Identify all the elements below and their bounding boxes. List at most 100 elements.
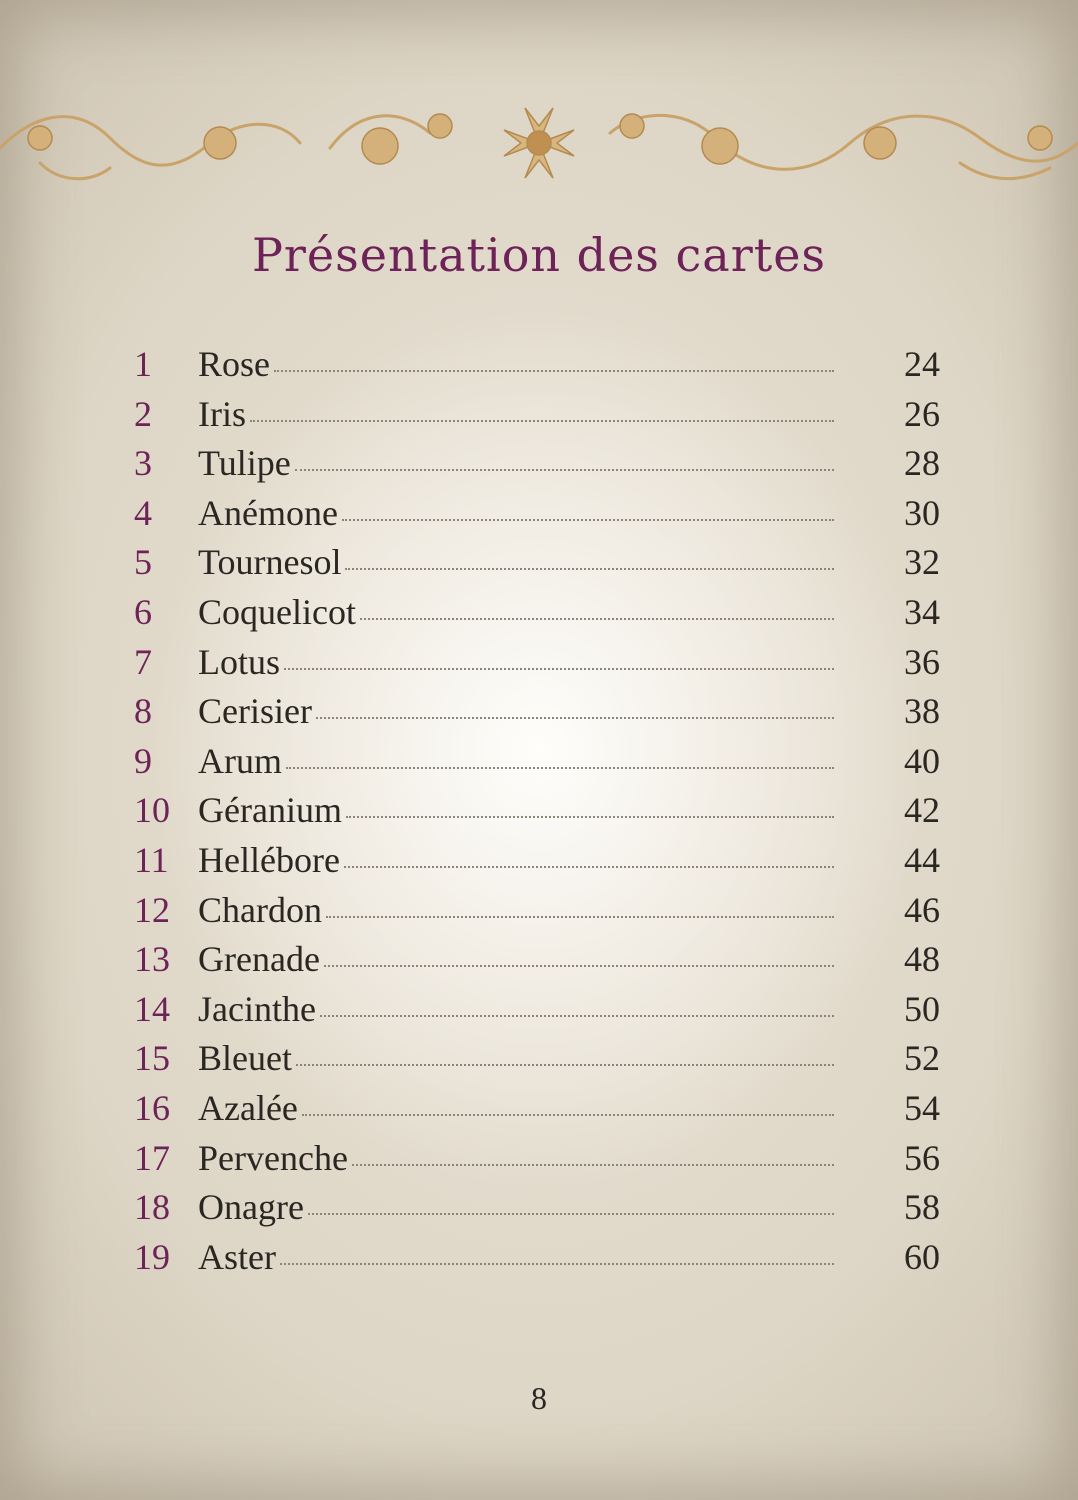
toc-label: Chardon xyxy=(198,889,322,930)
dot-leader xyxy=(319,1014,834,1017)
toc-number: 8 xyxy=(134,691,152,732)
toc-number: 18 xyxy=(134,1187,170,1228)
toc-page-number: 30 xyxy=(904,492,940,533)
dot-leader xyxy=(284,667,834,670)
toc-row[interactable]: 13 Grenade 48 xyxy=(134,935,940,985)
toc-label: Tournesol xyxy=(198,542,342,583)
toc-row[interactable]: 9 Arum 40 xyxy=(134,737,940,787)
table-of-contents: 1 Rose 24 2 Iris 26 3 Tulipe 28 4 Anémone 30 5 To… xyxy=(134,340,940,1282)
toc-row[interactable]: 15 Bleuet 52 xyxy=(134,1034,940,1084)
toc-label: Hellébore xyxy=(198,839,340,880)
page-folio-number: 8 xyxy=(531,1380,547,1416)
dot-leader xyxy=(294,468,834,472)
toc-page-number: 26 xyxy=(904,393,940,434)
toc-label: Coquelicot xyxy=(198,591,356,632)
toc-label: Arum xyxy=(198,740,282,781)
toc-number: 16 xyxy=(134,1087,170,1128)
toc-page-number: 28 xyxy=(904,443,940,484)
toc-page-number: 48 xyxy=(904,939,940,980)
dot-leader xyxy=(345,815,834,819)
toc-row[interactable]: 5 Tournesol 32 xyxy=(134,538,940,588)
toc-row[interactable]: 14 Jacinthe 50 xyxy=(134,985,940,1035)
toc-label: Onagre xyxy=(198,1187,304,1228)
toc-page-number: 38 xyxy=(904,691,940,732)
toc-label: Bleuet xyxy=(198,1038,292,1079)
toc-page-number: 52 xyxy=(904,1038,940,1079)
dot-leader xyxy=(295,1063,834,1067)
toc-label: Tulipe xyxy=(198,443,291,484)
toc-page-number: 58 xyxy=(904,1187,940,1228)
toc-number: 19 xyxy=(134,1236,170,1277)
toc-page-number: 50 xyxy=(904,988,940,1029)
page-title: Présentation des cartes xyxy=(251,228,827,282)
toc-number: 17 xyxy=(134,1137,170,1178)
toc-page-number: 60 xyxy=(904,1236,940,1277)
toc-page-number: 54 xyxy=(904,1087,940,1128)
toc-label: Grenade xyxy=(198,939,320,980)
toc-row[interactable]: 11 Hellébore 44 xyxy=(134,836,940,886)
toc-number: 4 xyxy=(134,492,152,533)
dot-leader xyxy=(315,716,834,720)
toc-row[interactable]: 17 Pervenche 56 xyxy=(134,1134,940,1184)
toc-page-number: 46 xyxy=(904,889,940,930)
dot-leader xyxy=(351,1163,834,1166)
toc-label: Jacinthe xyxy=(198,988,316,1029)
dot-leader xyxy=(279,1262,834,1265)
toc-number: 13 xyxy=(134,939,170,980)
dot-leader xyxy=(359,617,834,620)
dot-leader xyxy=(286,766,834,769)
toc-row[interactable]: 2 Iris 26 xyxy=(134,390,940,440)
toc-row[interactable]: 12 Chardon 46 xyxy=(134,886,940,936)
dot-leader xyxy=(345,567,834,571)
toc-row[interactable]: 3 Tulipe 28 xyxy=(134,439,940,489)
toc-number: 6 xyxy=(134,591,152,632)
toc-number: 9 xyxy=(134,740,152,781)
toc-row[interactable]: 19 Aster 60 xyxy=(134,1233,940,1283)
toc-number: 5 xyxy=(134,542,152,583)
toc-label: Anémone xyxy=(198,492,338,533)
toc-row[interactable]: 18 Onagre 58 xyxy=(134,1183,940,1233)
toc-label: Lotus xyxy=(198,641,281,682)
toc-row[interactable]: 7 Lotus 36 xyxy=(134,638,940,688)
toc-label: Pervenche xyxy=(198,1137,348,1178)
toc-page-number: 36 xyxy=(904,641,940,682)
toc-number: 10 xyxy=(134,790,170,831)
toc-label: Cerisier xyxy=(198,691,312,732)
dot-leader xyxy=(343,865,834,868)
toc-number: 15 xyxy=(134,1038,170,1079)
toc-page-number: 34 xyxy=(904,591,940,632)
toc-label: Azalée xyxy=(198,1087,298,1128)
toc-page-number: 24 xyxy=(904,344,940,384)
toc-label: Rose xyxy=(198,344,270,384)
toc-row[interactable]: 1 Rose 24 xyxy=(134,340,940,390)
toc-label: Géranium xyxy=(198,790,342,831)
toc-row[interactable]: 8 Cerisier 38 xyxy=(134,687,940,737)
toc-page-number: 42 xyxy=(904,790,940,831)
toc-row[interactable]: 4 Anémone 30 xyxy=(134,489,940,539)
floral-scroll-ornament xyxy=(0,107,1078,181)
toc-label: Iris xyxy=(198,393,246,434)
toc-number: 12 xyxy=(134,889,170,930)
toc-number: 14 xyxy=(134,988,170,1029)
toc-number: 1 xyxy=(134,344,152,384)
toc-page-number: 40 xyxy=(904,740,940,781)
dot-leader xyxy=(323,964,834,968)
toc-page-number: 44 xyxy=(904,839,940,880)
toc-number: 11 xyxy=(134,839,169,880)
toc-page-number: 56 xyxy=(904,1137,940,1178)
dot-leader xyxy=(307,1212,834,1216)
dot-leader xyxy=(250,419,834,422)
dot-leader xyxy=(274,369,834,372)
toc-page-number: 32 xyxy=(904,542,940,583)
toc-row[interactable]: 10 Géranium 42 xyxy=(134,786,940,836)
toc-row[interactable]: 6 Coquelicot 34 xyxy=(134,588,940,638)
toc-number: 7 xyxy=(134,641,152,682)
dot-leader xyxy=(301,1113,834,1116)
toc-number: 2 xyxy=(134,393,152,434)
dot-leader xyxy=(341,518,834,521)
toc-row[interactable]: 16 Azalée 54 xyxy=(134,1084,940,1134)
toc-label: Aster xyxy=(198,1236,276,1277)
toc-number: 3 xyxy=(134,443,152,484)
dot-leader xyxy=(325,915,834,918)
